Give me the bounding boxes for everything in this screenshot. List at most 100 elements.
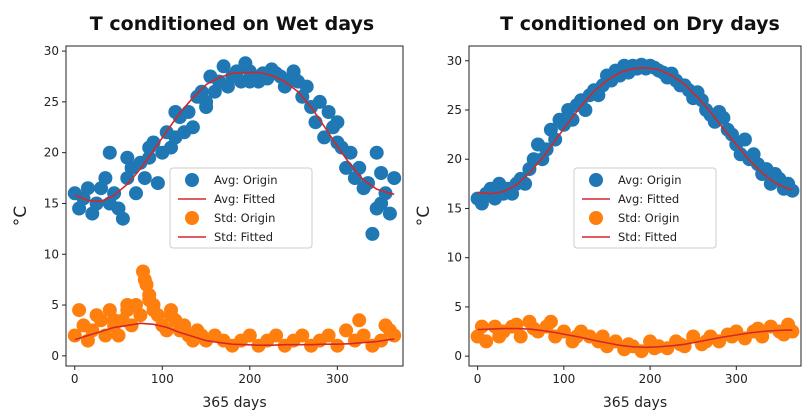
data-point [269,328,284,343]
x-tick-label: 300 [725,372,748,386]
legend-marker [589,211,603,225]
data-point [785,183,800,198]
y-tick-label: 30 [44,44,59,58]
legend: Avg: Origin Avg: Fitted Std: Origin Std: Fi… [169,167,313,249]
plot-frame [65,45,404,367]
x-tick-label: 200 [639,372,662,386]
data-point [339,323,354,338]
plot-area [470,57,800,359]
data-point [98,171,113,186]
legend-label: Avg: Origin [214,173,278,187]
legend-label: Std: Fitted [618,230,677,244]
data-point [242,328,257,343]
legend-label: Avg: Origin [618,173,682,187]
data-point [352,313,367,328]
data-point [343,145,358,160]
y-tick-label: 10 [447,251,462,265]
series-4-line [74,322,395,347]
data-point [199,94,214,109]
data-point [133,308,148,323]
data-point [295,328,310,343]
series-3-points [67,264,402,353]
x-tick-label: 100 [552,372,575,386]
data-point [387,171,402,186]
data-point [565,112,580,127]
y-tick-label: 25 [44,95,59,109]
series-1-points [470,57,800,211]
data-point [80,181,95,196]
x-tick-label: 300 [326,372,349,386]
data-point [107,313,122,328]
plot-area [67,56,402,353]
data-point [621,337,636,352]
data-point [111,328,126,343]
data-point [308,115,323,130]
data-point [725,329,739,344]
data-point [120,150,135,165]
data-point [365,226,380,241]
data-point [699,334,714,349]
y-tick-label: 25 [447,103,462,117]
data-point [356,328,371,343]
data-point [216,59,231,74]
data-point [578,103,593,117]
legend-box [573,167,717,249]
data-point [382,206,397,221]
y-tick-label: 15 [44,196,59,210]
data-point [299,79,314,94]
data-point [139,277,154,292]
data-point [89,196,104,211]
data-point [142,140,157,155]
legend-marker [589,173,603,187]
data-point [378,318,393,333]
chart-title: T conditioned on Wet days [90,13,374,35]
data-point [479,334,494,349]
y-tick-label: 0 [454,349,462,363]
data-point [120,298,135,312]
data-point [129,186,143,201]
data-point [750,321,765,336]
y-tick-label: 0 [51,349,59,363]
legend-label: Std: Origin [214,211,275,225]
series-3-points [470,314,800,359]
y-axis-label: °C [414,206,434,226]
data-point [181,105,196,119]
chart-title: T conditioned on Dry days [500,13,780,35]
data-point [474,319,489,334]
data-point [737,132,752,147]
x-tick-label: 100 [151,372,174,386]
data-point [492,329,507,344]
y-tick-label: 5 [454,300,462,314]
data-point [647,341,662,356]
data-point [378,186,393,201]
data-point [185,120,200,135]
data-point [543,314,558,329]
data-point [72,303,87,318]
data-point [115,211,130,226]
x-axis-label: 365 days [202,395,266,410]
legend-box [169,167,313,249]
data-point [150,176,165,191]
data-point [102,145,117,160]
data-point [242,74,257,89]
legend-label: Avg: Fitted [214,192,275,206]
series-2-line [74,71,395,203]
x-axis-label: 365 days [603,395,667,410]
y-tick-label: 5 [51,298,59,312]
data-point [137,171,152,186]
y-axis-label: °C [11,206,31,226]
data-point [518,176,533,191]
series-4-line [477,327,793,349]
x-tick-label: 200 [238,372,261,386]
data-point [317,130,332,145]
data-point [526,321,541,336]
data-point [369,145,384,160]
y-tick-label: 20 [44,146,59,160]
data-point [136,264,150,279]
series-1-points [67,56,402,241]
data-point [595,329,610,344]
x-tick-label: 0 [71,372,79,386]
